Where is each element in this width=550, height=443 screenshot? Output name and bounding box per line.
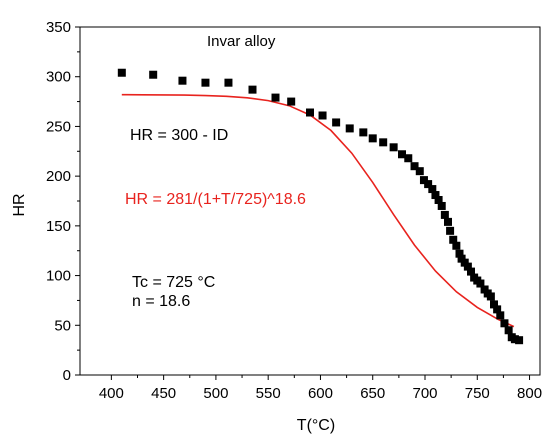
- data-point: [332, 118, 341, 127]
- data-point: [449, 235, 458, 244]
- tc-annotation: Tc = 725 °C: [132, 274, 215, 291]
- x-tick-label: 550: [256, 385, 281, 402]
- data-point: [368, 134, 377, 143]
- y-tick-label: 0: [63, 367, 71, 384]
- data-point: [389, 143, 398, 152]
- x-tick-label: 800: [517, 385, 542, 402]
- data-points: [117, 68, 524, 345]
- data-point: [398, 150, 406, 159]
- data-point: [117, 68, 126, 77]
- data-point: [467, 267, 475, 276]
- chart-title: Invar alloy: [207, 33, 276, 50]
- data-point: [306, 108, 314, 117]
- data-point: [493, 305, 502, 314]
- data-point: [500, 319, 509, 328]
- data-point: [178, 76, 187, 85]
- y-tick-label: 100: [46, 268, 71, 285]
- x-axis-title: T(°C): [297, 417, 335, 434]
- n-annotation: n = 18.6: [132, 293, 190, 310]
- data-point: [248, 85, 257, 94]
- data-point: [404, 154, 413, 163]
- data-point: [415, 167, 424, 176]
- data-point: [496, 311, 505, 320]
- data-point: [455, 249, 464, 258]
- data-point: [345, 124, 354, 133]
- y-tick-label: 150: [46, 218, 71, 235]
- data-point: [504, 326, 513, 335]
- data-point: [359, 128, 368, 137]
- data-point: [476, 279, 485, 288]
- y-axis-title: HR: [11, 193, 28, 216]
- y-tick-label: 300: [46, 69, 71, 86]
- x-tick-label: 750: [465, 385, 490, 402]
- data-point: [201, 78, 210, 87]
- data-point: [515, 336, 524, 345]
- fit-formula-annotation: HR = 281/(1+T/725)^18.6: [125, 191, 306, 208]
- x-tick-label: 700: [412, 385, 437, 402]
- data-point: [486, 292, 495, 301]
- y-tick-label: 50: [54, 317, 71, 334]
- fit-curve-line: [121, 93, 515, 328]
- data-point: [490, 300, 498, 309]
- data-point: [224, 78, 233, 87]
- measured-formula-annotation: HR = 300 - ID: [130, 127, 228, 144]
- data-point: [440, 210, 449, 219]
- data-point: [446, 226, 455, 235]
- x-tick-label: 400: [99, 385, 124, 402]
- x-tick-label: 600: [308, 385, 333, 402]
- data-point: [379, 138, 388, 147]
- data-point: [149, 70, 158, 79]
- data-point: [431, 191, 440, 200]
- y-tick-label: 250: [46, 118, 71, 135]
- data-point: [463, 262, 472, 271]
- data-point: [271, 93, 280, 102]
- data-point: [419, 176, 428, 185]
- y-tick-label: 200: [46, 168, 71, 185]
- data-point: [452, 241, 461, 250]
- data-point: [428, 185, 437, 194]
- data-point: [410, 162, 419, 171]
- x-tick-label: 650: [360, 385, 385, 402]
- data-point: [318, 111, 327, 120]
- data-point: [434, 196, 443, 205]
- data-point: [424, 180, 433, 189]
- x-tick-label: 450: [151, 385, 176, 402]
- fit-curve-group: [121, 93, 515, 328]
- y-tick-label: 350: [46, 19, 71, 36]
- x-tick-label: 500: [203, 385, 228, 402]
- data-point: [437, 201, 446, 210]
- data-point: [287, 97, 296, 106]
- y-axis-ticks: 0 50 100 150 200 250 300 350: [46, 19, 80, 384]
- x-axis-ticks: 400 450 500 550 600 650 700 750 800: [99, 375, 542, 402]
- data-point: [510, 335, 519, 344]
- data-point: [444, 217, 452, 226]
